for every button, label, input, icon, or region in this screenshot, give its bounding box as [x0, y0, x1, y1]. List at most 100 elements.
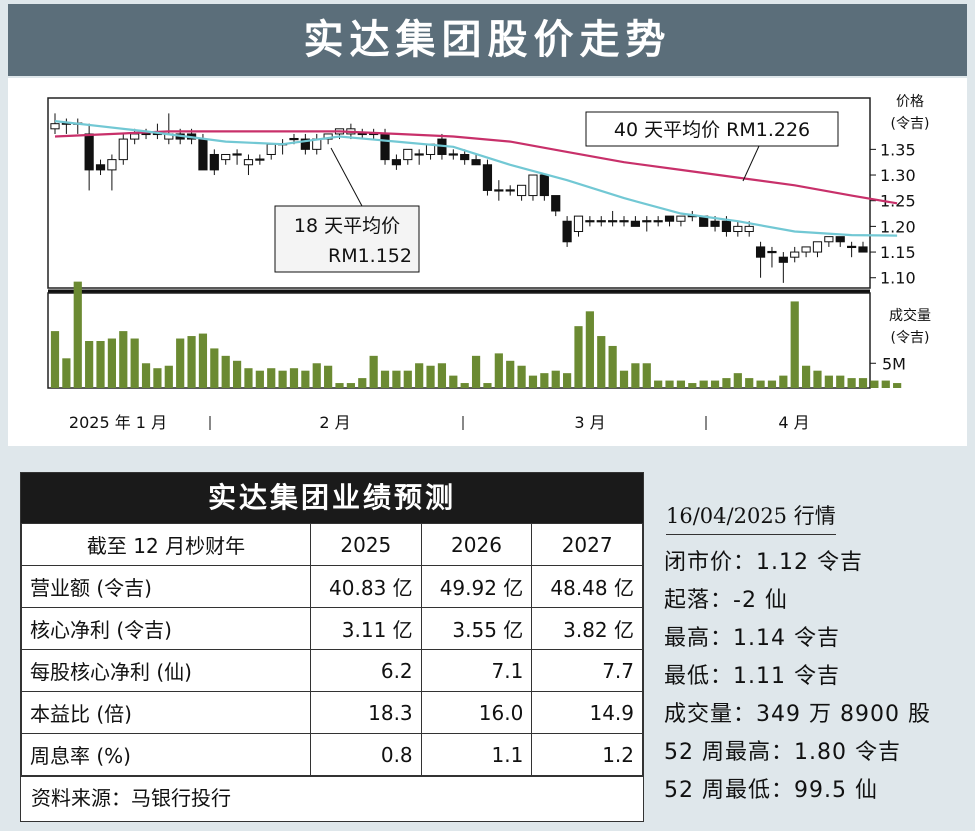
candle-body [494, 189, 504, 192]
forecast-title: 实达集团业绩预测 [21, 473, 643, 523]
table-cell: 7.7 [531, 649, 643, 692]
volume-bar [733, 373, 742, 388]
forecast-table: 截至 12 月杪财年 2025 2026 2027 营业额 (令吉) 40.83… [21, 523, 643, 776]
volume-bar [824, 375, 833, 388]
candle-body [232, 153, 242, 156]
candle-body [448, 153, 458, 156]
volume-bar [278, 370, 287, 388]
volume-bar [415, 363, 424, 388]
volume-bar [232, 360, 242, 388]
volume-tick-label: 5M [882, 354, 906, 373]
volume-bar [460, 383, 469, 388]
candle-body [221, 153, 231, 161]
price-tick-label: 1.10 [880, 269, 916, 288]
table-cell: 3.82 亿 [531, 607, 643, 650]
table-cell: 14.9 [531, 691, 643, 734]
volume-bar [255, 370, 264, 388]
volume-bar [164, 365, 173, 388]
candle-body [653, 220, 663, 223]
volume-bar [517, 365, 526, 388]
volume-bar [221, 355, 230, 388]
quote-volume: 成交量：349 万 8900 股 [664, 702, 931, 727]
table-header-row: 截至 12 月杪财年 2025 2026 2027 [21, 523, 643, 566]
volume-bar [745, 378, 754, 388]
price-tick-label: 1.15 [880, 243, 916, 262]
volume-bar [597, 336, 606, 388]
candle-body [744, 225, 754, 233]
candle-body [107, 159, 117, 171]
price-tick-label: 1.25 [880, 192, 916, 211]
candle-body [619, 220, 629, 223]
volume-bar [187, 336, 196, 388]
chart-title: 实达集团股价走势 [8, 4, 967, 76]
ma40-callout-label: 40 天平均价 RM1.226 [614, 119, 810, 141]
candle-body [551, 195, 561, 212]
volume-axis-title: 成交量 [889, 307, 931, 324]
volume-bar [756, 380, 765, 388]
quote-52w-high: 52 周最高：1.80 令吉 [664, 740, 901, 765]
candle-body [391, 159, 402, 166]
candle-body [790, 251, 800, 258]
volume-bar [858, 378, 868, 388]
market-quote-panel: 16/04/2025 行情 闭市价：1.12 令吉 起落：-2 仙 最高：1.1… [660, 500, 965, 810]
volume-bar [176, 338, 185, 388]
row-label: 每股核心净利 (仙) [21, 649, 311, 692]
ma18-line [54, 120, 898, 237]
price-tick-label: 1.20 [880, 217, 916, 236]
volume-bar [540, 373, 549, 388]
volume-bar [847, 378, 856, 388]
header-cell: 2025 [310, 523, 422, 566]
candle-body [414, 153, 424, 156]
table-cell: 40.83 亿 [310, 565, 422, 608]
row-label: 周息率 (%) [21, 733, 311, 776]
table-cell: 3.55 亿 [420, 607, 533, 650]
volume-bar [802, 365, 811, 388]
ma18-callout-name: 18 天平均价 [294, 215, 400, 237]
candle-body [812, 241, 823, 253]
table-cell: 1.2 [531, 733, 643, 776]
volume-bar [574, 326, 583, 388]
volume-bar [699, 380, 708, 388]
volume-bar [380, 370, 390, 388]
volume-axis-unit: (令吉) [891, 330, 930, 346]
price-plot-frame [47, 97, 871, 289]
candle-body [733, 225, 743, 233]
volume-bar [96, 341, 105, 388]
volume-bar [722, 378, 731, 388]
volume-bar [346, 383, 355, 388]
volume-bar [506, 360, 515, 388]
ma40-callout-box [585, 111, 839, 147]
candle-body [847, 245, 857, 249]
ma18-callout-value: RM1.152 [328, 245, 412, 267]
x-axis-label: 4 月 [778, 413, 809, 432]
volume-bar [676, 380, 686, 388]
ma40-leader [742, 145, 760, 182]
ma18-callout-box [274, 205, 420, 273]
table-cell: 0.8 [310, 733, 422, 776]
volume-bar [210, 348, 219, 388]
candle-body [596, 220, 606, 223]
volume-bar [528, 375, 538, 388]
candle-body [266, 143, 276, 155]
quote-title: 16/04/2025 行情 [666, 500, 836, 535]
candle-body [289, 137, 299, 141]
volume-bar [642, 363, 651, 388]
candle-body [562, 220, 572, 243]
x-axis-label: 2025 年 1 月 [69, 413, 167, 432]
ma40-line [54, 130, 898, 205]
volume-bar [471, 355, 481, 388]
volume-bar [893, 383, 902, 388]
table-cell: 48.48 亿 [531, 565, 643, 608]
candle-body [198, 138, 208, 171]
volume-bar [836, 375, 845, 388]
volume-bar [141, 363, 151, 388]
candle-body [471, 159, 481, 166]
volume-bar [563, 373, 572, 388]
volume-bar [324, 365, 333, 388]
volume-bar [312, 363, 321, 388]
x-axis-label: 3 月 [574, 413, 605, 432]
price-tick-label: 1.30 [880, 166, 916, 185]
row-label: 核心净利 (令吉) [21, 607, 311, 650]
candle-body [380, 133, 390, 161]
volume-bar [494, 353, 503, 388]
